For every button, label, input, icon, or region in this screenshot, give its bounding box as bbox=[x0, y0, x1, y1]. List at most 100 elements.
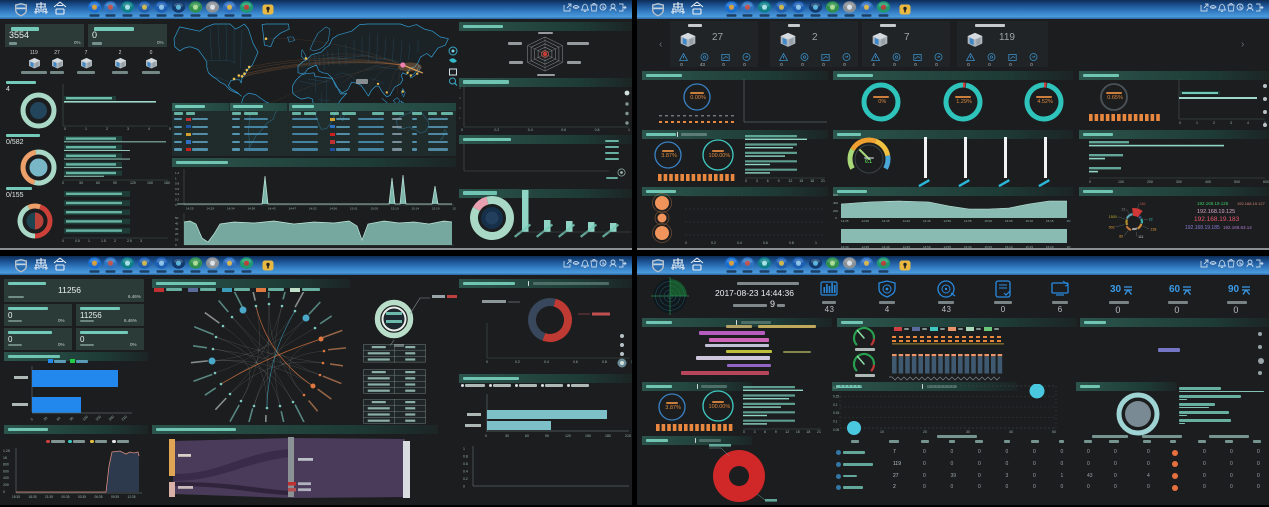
svg-text:0.6: 0.6 bbox=[175, 187, 180, 191]
svg-text:15:10: 15:10 bbox=[391, 207, 399, 211]
svg-text:500: 500 bbox=[1234, 180, 1240, 184]
svg-text:15:25: 15:25 bbox=[1067, 245, 1072, 249]
svg-text:180: 180 bbox=[605, 434, 611, 438]
svg-text:60: 60 bbox=[56, 416, 62, 422]
svg-text:0: 0 bbox=[3, 490, 5, 494]
svg-text:138: 138 bbox=[1150, 228, 1156, 232]
svg-text:20: 20 bbox=[923, 430, 927, 434]
svg-text:15:05: 15:05 bbox=[985, 245, 993, 249]
svg-text:14:45: 14:45 bbox=[903, 245, 911, 249]
svg-text:2: 2 bbox=[114, 239, 116, 243]
svg-text:5: 5 bbox=[169, 127, 171, 130]
svg-text:10: 10 bbox=[175, 238, 179, 242]
svg-text:400: 400 bbox=[3, 476, 9, 480]
svg-text:0: 0 bbox=[486, 360, 488, 364]
svg-text:1: 1 bbox=[631, 360, 632, 364]
svg-text:161: 161 bbox=[1140, 202, 1146, 206]
svg-text:0: 0 bbox=[463, 485, 465, 489]
svg-text:0.6: 0.6 bbox=[573, 360, 578, 364]
svg-text:14:56: 14:56 bbox=[330, 207, 338, 211]
svg-text:15:10: 15:10 bbox=[1005, 245, 1013, 249]
svg-text:6: 6 bbox=[767, 179, 769, 183]
svg-text:180: 180 bbox=[164, 181, 170, 185]
svg-text:200: 200 bbox=[3, 483, 9, 487]
svg-text:14:55: 14:55 bbox=[964, 219, 972, 222]
svg-text:2: 2 bbox=[106, 127, 108, 130]
svg-text:14:45: 14:45 bbox=[923, 219, 931, 222]
svg-text:14:25: 14:25 bbox=[841, 219, 849, 222]
svg-text:90: 90 bbox=[69, 416, 75, 422]
svg-text:0: 0 bbox=[64, 127, 66, 130]
svg-text:15:23: 15:23 bbox=[453, 207, 457, 211]
svg-text:0: 0 bbox=[62, 239, 64, 243]
svg-text:9: 9 bbox=[775, 430, 777, 434]
svg-text:0.2: 0.2 bbox=[833, 403, 838, 407]
svg-text:2: 2 bbox=[459, 106, 461, 110]
svg-text:0.25: 0.25 bbox=[833, 394, 839, 398]
svg-text:150: 150 bbox=[585, 434, 591, 438]
svg-text:14:40: 14:40 bbox=[903, 219, 911, 222]
svg-text:4: 4 bbox=[148, 127, 150, 130]
svg-text:15:14: 15:14 bbox=[412, 207, 420, 211]
svg-text:600: 600 bbox=[1263, 180, 1269, 184]
svg-text:0.2: 0.2 bbox=[175, 198, 180, 202]
svg-text:0.1: 0.1 bbox=[833, 420, 838, 424]
svg-text:0.2: 0.2 bbox=[494, 128, 499, 132]
svg-text:210: 210 bbox=[625, 434, 631, 438]
svg-text:120: 120 bbox=[130, 181, 136, 185]
svg-text:03:35: 03:35 bbox=[78, 495, 86, 499]
svg-text:0.4: 0.4 bbox=[544, 360, 549, 364]
svg-text:15:20: 15:20 bbox=[1046, 245, 1054, 249]
svg-text:0: 0 bbox=[1089, 180, 1091, 184]
svg-text:40: 40 bbox=[1009, 430, 1013, 434]
svg-text:14:30: 14:30 bbox=[862, 219, 870, 222]
svg-text:150: 150 bbox=[95, 415, 102, 422]
svg-text:1: 1 bbox=[88, 239, 90, 243]
svg-text:3: 3 bbox=[1230, 121, 1232, 125]
svg-text:1.2K: 1.2K bbox=[3, 449, 11, 453]
svg-text:0.2: 0.2 bbox=[515, 360, 520, 364]
svg-text:1: 1 bbox=[459, 116, 461, 120]
svg-text:21: 21 bbox=[821, 179, 825, 183]
svg-text:30: 30 bbox=[505, 434, 509, 438]
svg-text:14:52: 14:52 bbox=[309, 207, 317, 211]
svg-text:0.4: 0.4 bbox=[175, 192, 180, 196]
svg-text:12: 12 bbox=[788, 179, 792, 183]
svg-text:4: 4 bbox=[1247, 121, 1249, 125]
svg-text:0.8: 0.8 bbox=[175, 182, 180, 186]
svg-text:40: 40 bbox=[175, 221, 179, 225]
svg-text:15:15: 15:15 bbox=[1026, 245, 1034, 249]
svg-text:200: 200 bbox=[833, 209, 838, 213]
svg-text:1: 1 bbox=[175, 176, 177, 180]
svg-text:120: 120 bbox=[82, 415, 89, 422]
svg-text:20: 20 bbox=[175, 232, 179, 236]
svg-text:300: 300 bbox=[1176, 180, 1182, 184]
svg-text:0: 0 bbox=[461, 128, 463, 132]
svg-text:0.15: 0.15 bbox=[833, 411, 839, 415]
svg-text:14:50: 14:50 bbox=[944, 219, 952, 222]
svg-text:0.8: 0.8 bbox=[463, 455, 468, 459]
svg-text:111: 111 bbox=[1138, 235, 1143, 239]
svg-text:600: 600 bbox=[3, 469, 9, 473]
svg-text:30: 30 bbox=[966, 430, 970, 434]
svg-text:06:35: 06:35 bbox=[95, 495, 103, 499]
svg-text:0: 0 bbox=[485, 434, 487, 438]
svg-text:0.8: 0.8 bbox=[789, 241, 794, 245]
svg-text:100: 100 bbox=[1118, 180, 1124, 184]
svg-text:902: 902 bbox=[1109, 225, 1115, 229]
svg-text:14:38: 14:38 bbox=[248, 207, 256, 211]
svg-text:0: 0 bbox=[743, 430, 745, 434]
svg-text:50: 50 bbox=[175, 216, 179, 220]
svg-text:0.4: 0.4 bbox=[737, 241, 742, 245]
svg-text:14:25: 14:25 bbox=[186, 207, 194, 211]
svg-text:14:50: 14:50 bbox=[923, 245, 931, 249]
svg-text:9: 9 bbox=[778, 179, 780, 183]
svg-text:2.5: 2.5 bbox=[127, 239, 132, 243]
svg-text:0: 0 bbox=[835, 216, 837, 220]
svg-text:15:20: 15:20 bbox=[1067, 219, 1072, 222]
svg-text:14:34: 14:34 bbox=[227, 207, 235, 211]
svg-text:1: 1 bbox=[815, 241, 817, 245]
svg-text:22: 22 bbox=[1149, 218, 1153, 222]
svg-text:3: 3 bbox=[459, 96, 461, 100]
svg-text:0: 0 bbox=[30, 417, 34, 421]
